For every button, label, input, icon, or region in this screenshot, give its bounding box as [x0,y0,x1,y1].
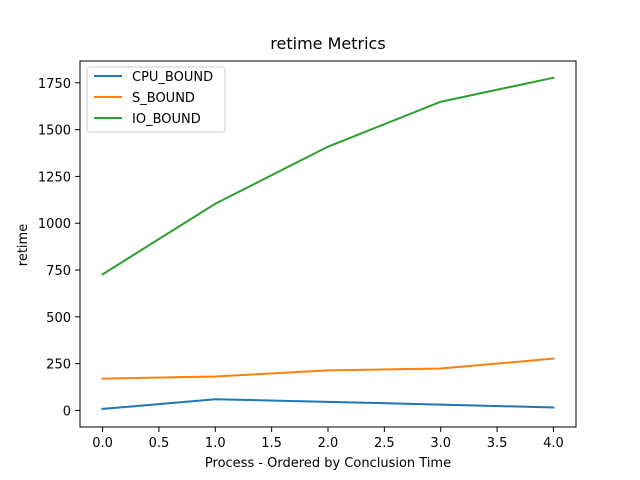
x-tick-label: 4.0 [543,436,564,451]
plot-area [101,76,555,411]
legend-label: S_BOUND [132,91,195,106]
y-tick-label: 0 [63,404,71,419]
x-tick-label: 2.0 [318,436,339,451]
x-tick-label: 3.0 [430,436,451,451]
y-tick-label: 750 [46,264,71,279]
legend-label: IO_BOUND [132,112,201,127]
axes: 0.0 0.5 1.0 1.5 2.0 2.5 3.0 3.5 4.0 0 250 500 750 100… [38,60,577,451]
x-tick-label: 0.0 [92,436,113,451]
x-tick-label: 2.5 [374,436,395,451]
x-axis-label: Process - Ordered by Conclusion Time [205,456,451,471]
y-tick-label: 500 [46,311,71,326]
y-tick-label: 1500 [38,124,71,139]
x-tick-label: 1.5 [261,436,282,451]
y-axis-label: retime [16,224,31,266]
x-tick-label: 3.5 [487,436,508,451]
legend-label: CPU_BOUND [132,70,213,85]
y-tick-label: 1750 [38,77,71,92]
y-tick-label: 1000 [38,217,71,232]
x-tick-label: 1.0 [205,436,226,451]
legend: CPU_BOUND S_BOUND IO_BOUND [86,66,226,133]
y-tick-label: 250 [46,358,71,373]
y-tick-label: 1250 [38,170,71,185]
chart-title: retime Metrics [270,34,385,53]
x-tick-label: 0.5 [149,436,170,451]
legend-box [86,66,226,133]
